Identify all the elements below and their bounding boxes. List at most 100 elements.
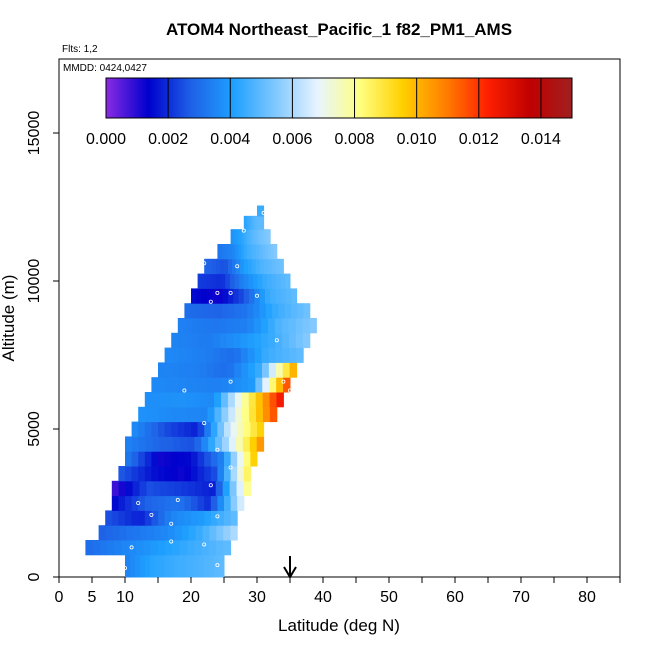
flight-point: [129, 545, 134, 550]
curtain-cell: [111, 510, 119, 526]
curtain-cell: [158, 406, 167, 423]
colorbar-ramp: [105, 77, 573, 119]
curtain-cell: [224, 421, 232, 437]
curtain-cell: [270, 244, 275, 260]
curtain-cell: [214, 392, 222, 408]
curtain-cell: [197, 273, 203, 289]
curtain-cell: [247, 318, 255, 334]
curtain-cell: [194, 436, 202, 452]
x-tick-label: 60: [446, 589, 464, 606]
curtain-cell: [180, 436, 188, 452]
flight-points: [123, 210, 292, 571]
curtain-cell: [267, 244, 272, 260]
colorbar-tick-label: 0.008: [335, 131, 375, 148]
curtain-cell: [177, 495, 185, 511]
curtain-cell: [266, 229, 269, 245]
curtain-cell: [204, 495, 212, 511]
curtain-cell: [227, 362, 235, 378]
x-tick-label: 20: [182, 589, 200, 606]
curtain-cell: [217, 495, 225, 511]
curtain-cell: [269, 377, 277, 393]
curtain-cell: [145, 406, 153, 423]
curtain-cell: [255, 258, 261, 275]
curtain-cell: [220, 347, 228, 363]
curtain-cell: [242, 436, 251, 452]
curtain-cell: [171, 495, 179, 511]
curtain-cell: [269, 392, 277, 408]
curtain-cell: [131, 510, 139, 526]
curtain-cell: [144, 451, 152, 467]
curtain-cell: [171, 347, 179, 363]
curtain-cell: [125, 510, 133, 526]
curtain-cell: [226, 347, 235, 363]
flight-point: [215, 563, 220, 568]
curtain-cell: [206, 288, 213, 304]
curtain-cell: [255, 215, 258, 230]
curtain-cell: [224, 451, 232, 467]
curtain-cell: [309, 318, 317, 334]
curtain-cell: [262, 273, 268, 289]
curtain-cell: [144, 495, 152, 511]
curtain-cell: [276, 392, 284, 408]
curtain-cell: [226, 318, 234, 334]
curtain-cell: [280, 273, 286, 289]
curtain-cell: [144, 421, 152, 437]
marker-arrow-head: [283, 566, 297, 579]
curtain-cell: [179, 554, 185, 578]
flight-point: [169, 539, 174, 544]
curtain-cell: [234, 392, 243, 408]
curtain-cell: [125, 554, 131, 578]
curtain-cell: [241, 392, 250, 408]
curtain-cell: [253, 303, 261, 319]
flight-point: [208, 483, 213, 488]
curtain-cell: [189, 554, 195, 578]
flight-point: [215, 447, 220, 452]
curtain-cell: [268, 229, 271, 245]
curtain-cell: [261, 347, 270, 363]
flight-point: [254, 293, 259, 298]
y-axis-title: Altitude (m): [0, 275, 18, 362]
curtain-cell: [152, 436, 161, 452]
x-tick-label: 5: [88, 589, 97, 606]
curtain-cell: [234, 362, 242, 378]
curtain-cell: [248, 362, 256, 378]
curtain-cell: [232, 244, 236, 260]
curtain-cell: [220, 258, 225, 275]
curtain-cell: [290, 303, 298, 319]
flight-point: [182, 388, 187, 393]
curtain-cell: [229, 244, 233, 260]
curtain-cell: [257, 273, 263, 289]
curtain-cell: [118, 510, 126, 526]
x-tick-label: 80: [578, 589, 596, 606]
curtain-cell: [199, 347, 207, 363]
curtain-cell: [250, 421, 258, 437]
curtain-cell: [201, 436, 209, 452]
curtain-cell: [196, 288, 203, 304]
curtain-cell: [212, 288, 218, 304]
curtain-cell: [233, 318, 241, 334]
curtain-cell: [246, 229, 249, 245]
curtain-cell: [131, 421, 139, 437]
curtain-cell: [92, 540, 101, 556]
curtain-cell: [223, 244, 227, 260]
curtain-cell: [243, 451, 251, 467]
curtain-cell: [208, 480, 217, 497]
curtain-cell: [260, 318, 269, 334]
curtain-cell: [217, 510, 225, 526]
curtain-cell: [192, 377, 201, 393]
curtain-cell: [212, 258, 217, 275]
colorbar-tick-label: 0.012: [459, 131, 499, 148]
curtain-cell: [160, 480, 168, 497]
flight-point: [208, 299, 213, 304]
curtain-cell: [246, 215, 249, 230]
curtain-cell: [177, 318, 186, 334]
curtain-cell: [282, 347, 290, 363]
curtain-cell: [151, 451, 159, 467]
curtain-cell: [212, 318, 220, 334]
y-axis: 0 5000 10000 15000: [26, 111, 59, 581]
curtain-cell: [243, 480, 251, 497]
curtain-cell: [224, 510, 232, 526]
curtain-cell: [207, 392, 215, 408]
curtain-cell: [190, 303, 198, 319]
curtain-cell: [191, 451, 199, 467]
